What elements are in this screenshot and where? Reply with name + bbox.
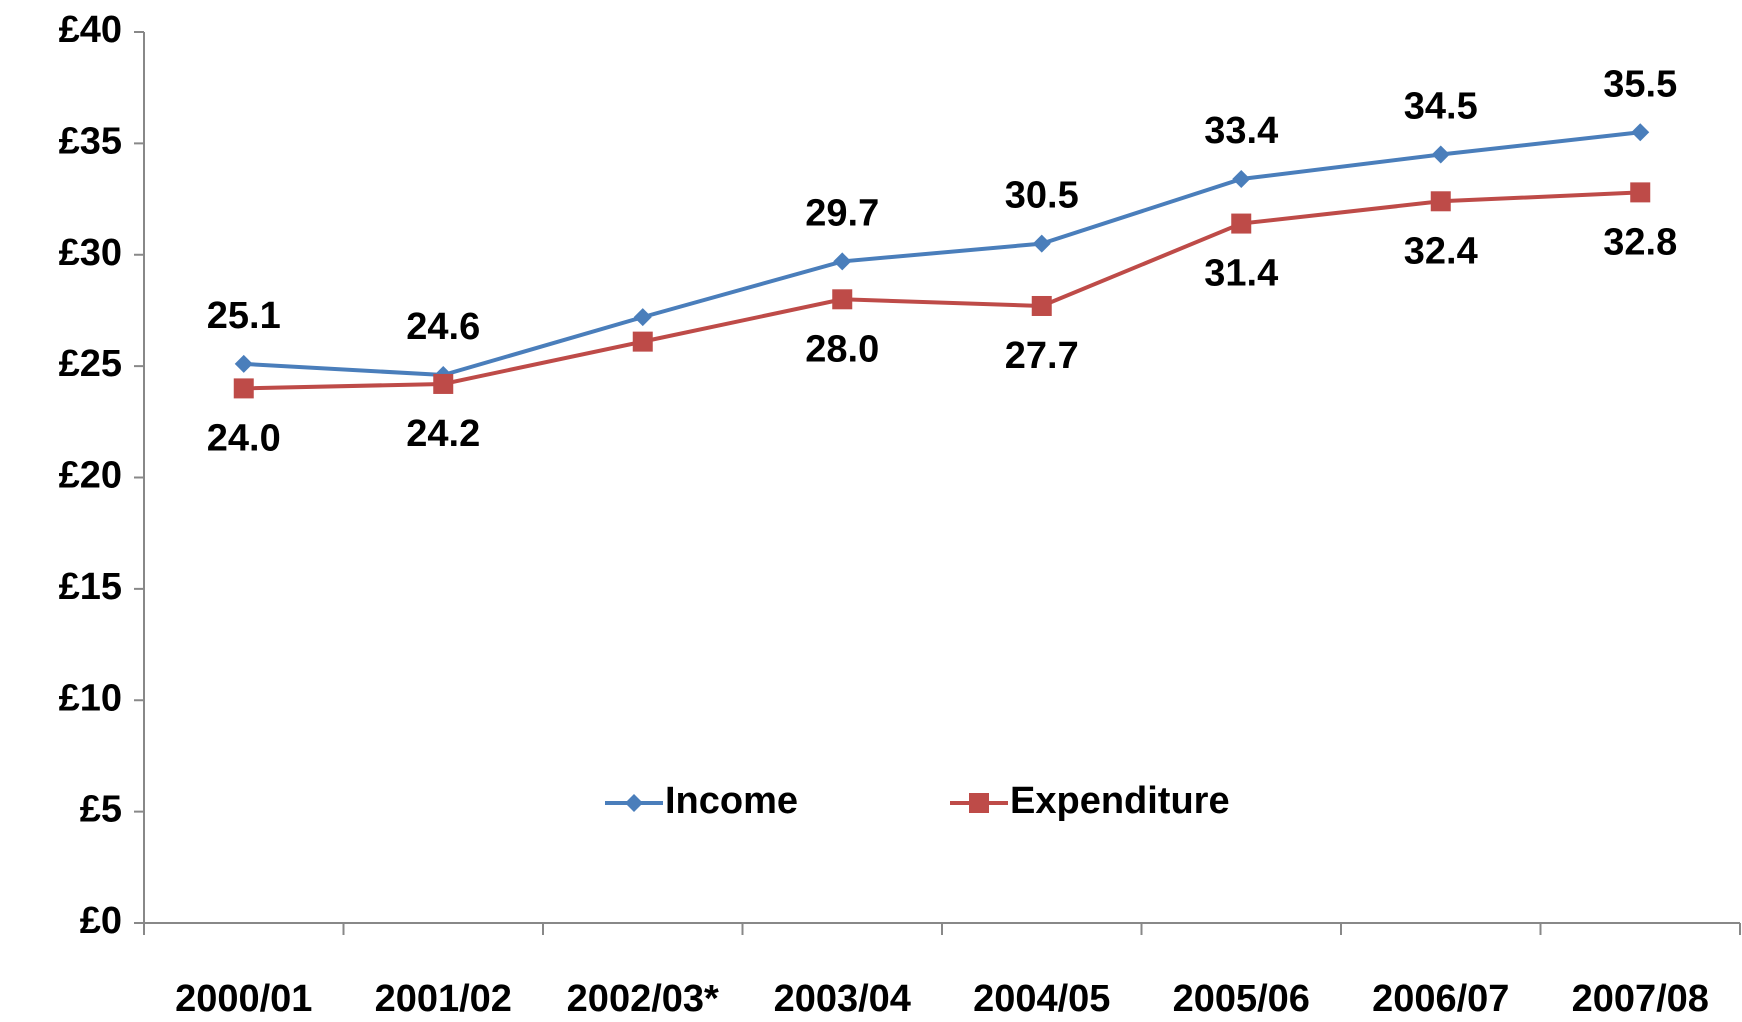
x-tick-label: 2000/01 xyxy=(175,978,312,1020)
x-tick-label: 2007/08 xyxy=(1572,978,1709,1020)
y-tick-label: £5 xyxy=(80,789,122,831)
marker xyxy=(633,308,652,327)
series-line xyxy=(243,190,1641,391)
marker xyxy=(233,378,254,399)
y-tick-label: £25 xyxy=(59,343,122,385)
data-label: 24.2 xyxy=(406,413,480,455)
data-label: 31.4 xyxy=(1204,253,1278,295)
marker xyxy=(234,354,253,373)
data-label: 33.4 xyxy=(1204,110,1278,152)
data-label: 29.7 xyxy=(805,192,879,234)
x-tick-label: 2006/07 xyxy=(1372,978,1509,1020)
data-label: 27.7 xyxy=(1005,335,1079,377)
y-tick-label: £15 xyxy=(59,566,122,608)
data-label: 32.4 xyxy=(1404,230,1478,272)
y-tick-label: £30 xyxy=(59,232,122,274)
data-label: 24.6 xyxy=(406,306,480,348)
y-tick-label: £10 xyxy=(59,677,122,719)
data-label: 24.0 xyxy=(207,417,281,459)
data-label: 28.0 xyxy=(805,328,879,370)
marker xyxy=(1031,295,1052,316)
marker xyxy=(1232,170,1251,189)
data-label: 32.8 xyxy=(1603,221,1677,263)
marker xyxy=(1631,123,1650,142)
marker xyxy=(625,794,643,812)
marker xyxy=(1430,191,1451,212)
y-tick-label: £35 xyxy=(59,120,122,162)
data-label: 25.1 xyxy=(207,295,281,337)
legend-label: Expenditure xyxy=(1010,780,1230,822)
series-line xyxy=(243,130,1641,378)
data-label: 30.5 xyxy=(1005,175,1079,217)
legend-label: Income xyxy=(665,780,798,822)
marker xyxy=(832,289,853,310)
marker xyxy=(1630,182,1651,203)
marker xyxy=(833,252,852,271)
y-tick-label: £40 xyxy=(59,9,122,51)
x-tick-label: 2001/02 xyxy=(375,978,512,1020)
marker xyxy=(1431,145,1450,164)
y-tick-label: £0 xyxy=(80,900,122,942)
data-label: 35.5 xyxy=(1603,63,1677,105)
data-label: 34.5 xyxy=(1404,86,1478,128)
marker xyxy=(969,793,989,813)
x-tick-label: 2004/05 xyxy=(973,978,1110,1020)
x-tick-label: 2005/06 xyxy=(1173,978,1310,1020)
marker xyxy=(433,373,454,394)
marker xyxy=(632,331,653,352)
x-tick-label: 2002/03* xyxy=(567,978,719,1020)
marker xyxy=(1231,213,1252,234)
y-tick-label: £20 xyxy=(59,455,122,497)
x-tick-label: 2003/04 xyxy=(774,978,911,1020)
marker xyxy=(1032,234,1051,253)
